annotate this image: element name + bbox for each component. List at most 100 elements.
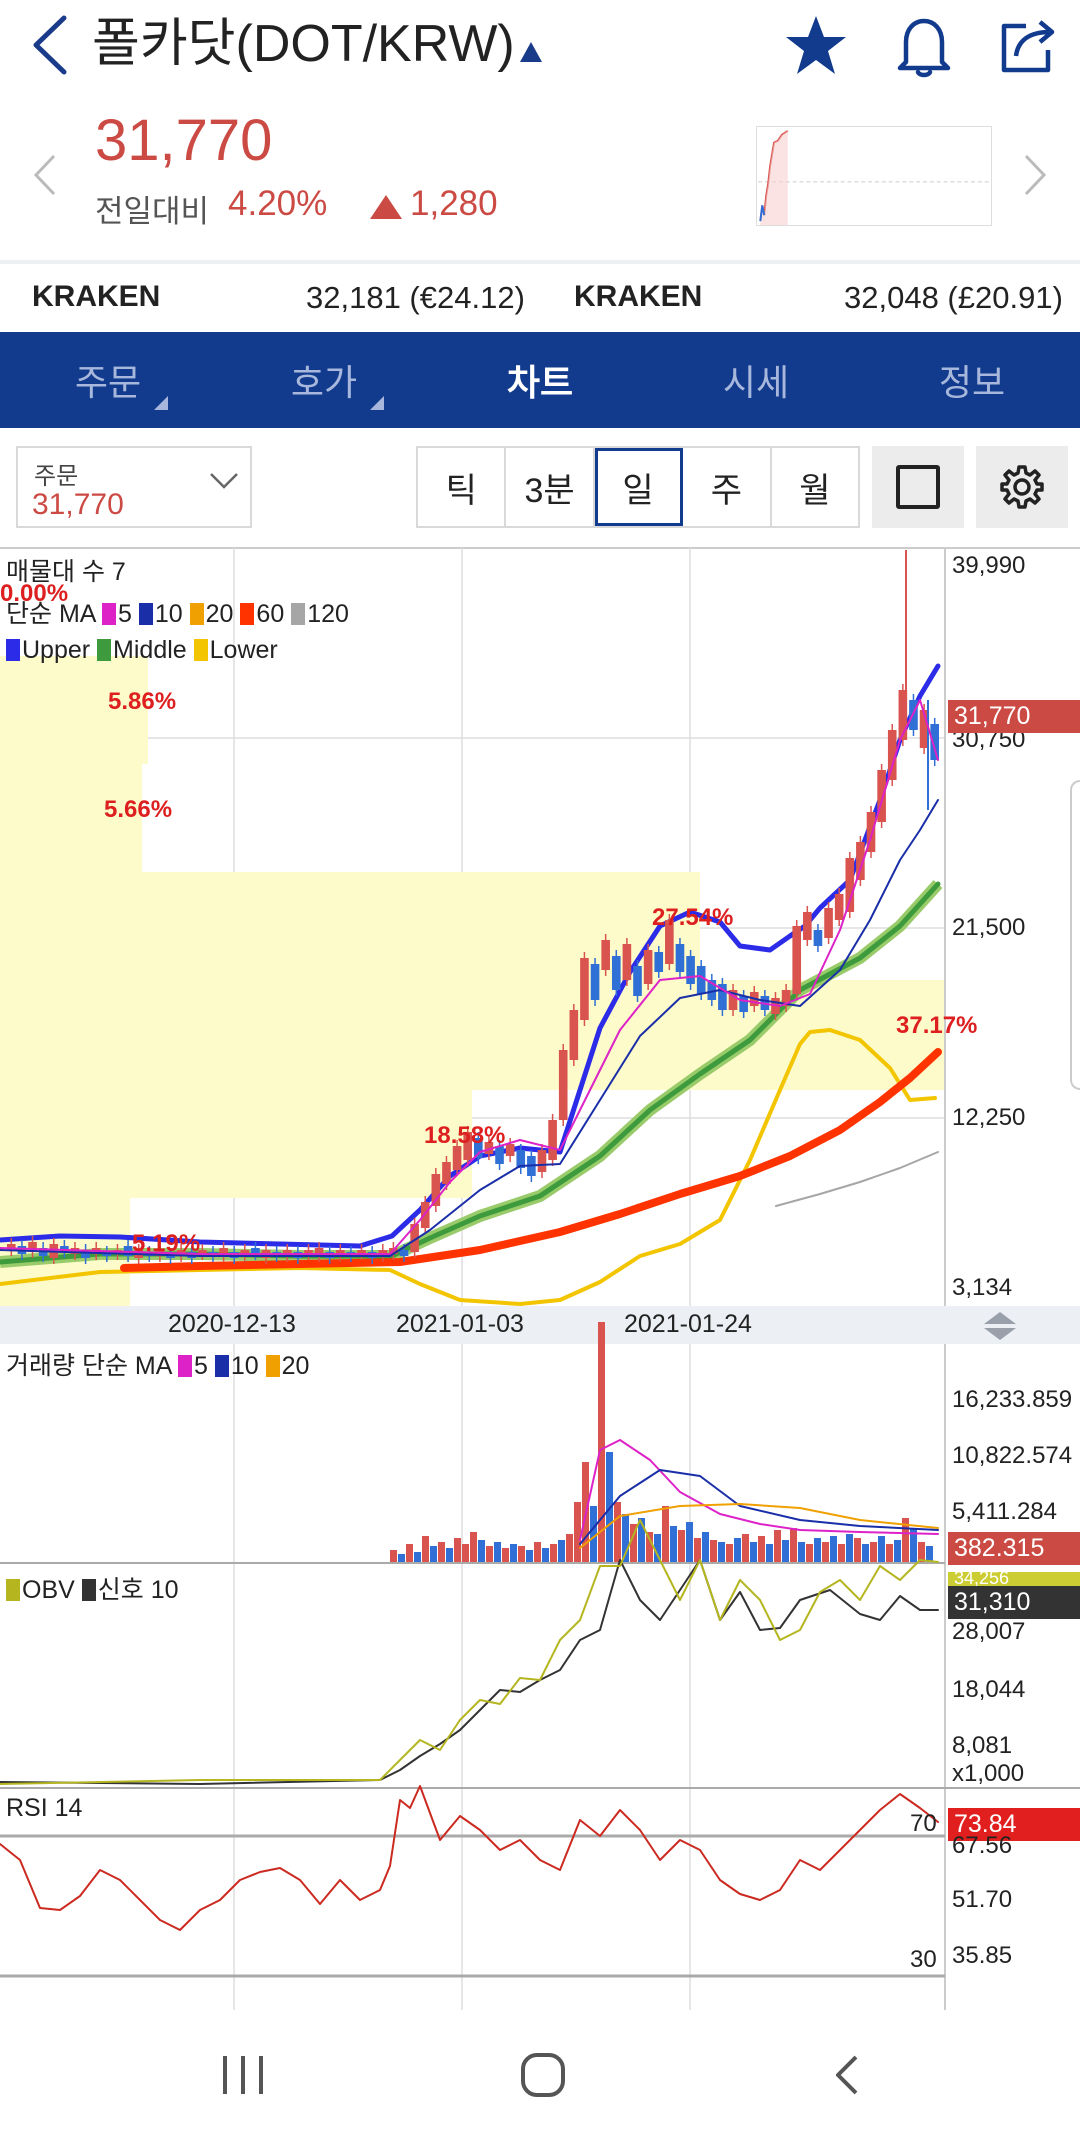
ma-legend-title: 단순 MA: [6, 600, 96, 628]
volume-bar: [758, 1536, 765, 1562]
exchange-name-1: KRAKEN: [32, 280, 161, 313]
volume-y-tick: 16,233.859: [952, 1386, 1073, 1413]
profile-pct: 0.00%: [0, 580, 69, 607]
obv-label: OBV: [22, 1576, 75, 1604]
rsi-y-tick: 35.85: [952, 1942, 1013, 1969]
ma60-label: 60: [256, 600, 285, 628]
volume-bar: [422, 1536, 429, 1562]
period-month-button[interactable]: 월: [771, 448, 859, 526]
last-volume-tag: 382.315: [948, 1532, 1080, 1565]
tab-order[interactable]: 주문: [0, 332, 216, 428]
tab-quotes[interactable]: 시세: [648, 332, 864, 428]
candle-body: [887, 730, 897, 780]
vol-ma5-line: [579, 1439, 939, 1541]
ma60-swatch: [240, 603, 255, 625]
volume-bar: [494, 1542, 501, 1562]
mini-sparkline-chart: [756, 126, 992, 226]
volume-bar: [806, 1544, 813, 1562]
profile-pct: 5.86%: [108, 688, 177, 715]
title-dropdown-caret-icon[interactable]: [520, 42, 542, 62]
next-coin-arrow-icon[interactable]: [1020, 150, 1050, 200]
vol-ma10-swatch: [214, 1355, 229, 1377]
obv-last-tag: 34,256: [948, 1572, 1080, 1586]
ma-legend: 단순 MA 5 10 20 60 120: [6, 594, 349, 630]
candle-body: [611, 956, 621, 990]
back-nav-icon[interactable]: [832, 2054, 862, 2096]
profile-pct: 5.66%: [104, 796, 173, 823]
tab-info[interactable]: 정보: [864, 332, 1080, 428]
ma5-line: [0, 699, 939, 1255]
volume-bar: [430, 1546, 437, 1562]
volume-bar: [638, 1518, 645, 1562]
volume-bar: [790, 1528, 797, 1562]
volume-bar: [734, 1538, 741, 1562]
volume-bar: [830, 1536, 837, 1562]
period-day-button[interactable]: 일: [594, 448, 684, 526]
period-tick-button[interactable]: 틱: [418, 448, 507, 526]
candle-body: [824, 908, 833, 938]
candle-body: [696, 966, 706, 994]
candle-body: [505, 1144, 515, 1156]
order-price-select[interactable]: 주문 31,770: [16, 446, 252, 528]
tab-corner-icon: [154, 396, 168, 410]
volume-bar: [766, 1544, 773, 1562]
ma10-line: [0, 799, 939, 1257]
alarm-bell-icon[interactable]: [892, 12, 956, 80]
favorite-star-icon[interactable]: [782, 12, 850, 80]
candle-body: [548, 1120, 557, 1160]
candle-body: [420, 1202, 430, 1228]
candle-body: [898, 690, 908, 740]
period-week-button[interactable]: 주: [683, 448, 772, 526]
candle-body: [558, 1050, 568, 1120]
coin-title[interactable]: 폴카닷(DOT/KRW): [92, 15, 515, 73]
volume-bar: [910, 1528, 917, 1562]
home-icon[interactable]: [520, 2052, 566, 2098]
obv-y-tick: 28,007: [952, 1618, 1026, 1645]
candle-body: [739, 996, 748, 1012]
settings-button[interactable]: [976, 446, 1068, 528]
recent-apps-icon[interactable]: [220, 2054, 266, 2096]
volume-bar: [470, 1532, 477, 1562]
volume-profile-label: 매물대 수 7: [6, 558, 126, 586]
volume-bar: [446, 1548, 453, 1562]
prev-coin-arrow-icon[interactable]: [30, 150, 60, 200]
volume-bar: [558, 1540, 565, 1562]
tab-label: 차트: [506, 362, 574, 403]
period-3min-button[interactable]: 3분: [506, 448, 595, 526]
share-icon[interactable]: [994, 12, 1062, 80]
tab-label: 호가: [290, 362, 358, 403]
volume-bar: [750, 1542, 757, 1562]
candle-body: [675, 944, 685, 972]
bb-upper-swatch: [6, 639, 20, 661]
order-select-value: 31,770: [32, 488, 124, 521]
candle-body: [431, 1174, 441, 1206]
volume-bar: [774, 1530, 781, 1562]
candle-body: [601, 940, 610, 970]
vol-ma10-line: [579, 1469, 939, 1545]
candle-body: [813, 930, 823, 946]
chart-area[interactable]: 매물대 수 7 단순 MA 5 10 20 60 120 Upper Middl…: [0, 546, 1080, 2010]
side-drawer-handle[interactable]: [1070, 780, 1080, 1090]
volume-bar: [622, 1514, 629, 1562]
back-arrow-icon[interactable]: [28, 14, 72, 76]
fullscreen-button[interactable]: [872, 446, 964, 528]
period-selector: 틱 3분 일 주 월: [416, 446, 860, 528]
candle-body: [442, 1162, 451, 1184]
ma10-swatch: [138, 603, 153, 625]
volume-bar: [590, 1506, 597, 1562]
exchange-value-1: 32,181 (€24.12): [306, 280, 525, 315]
candle-body: [357, 1250, 366, 1254]
vol-ma5-label: 5: [193, 1352, 208, 1380]
candle-body: [803, 912, 812, 940]
volume-legend: 거래량 단순 MA 5 10 20: [6, 1346, 309, 1382]
volume-bar: [478, 1540, 485, 1562]
ma120-label: 120: [307, 600, 349, 628]
candle-body: [537, 1150, 547, 1172]
tab-chart[interactable]: 차트: [432, 332, 648, 428]
volume-bar: [726, 1544, 733, 1562]
tab-orderbook[interactable]: 호가: [216, 332, 432, 428]
volume-bar: [678, 1530, 685, 1562]
candle-body: [930, 724, 939, 760]
square-icon: [896, 465, 940, 509]
diff-label: 전일대비: [95, 194, 210, 229]
